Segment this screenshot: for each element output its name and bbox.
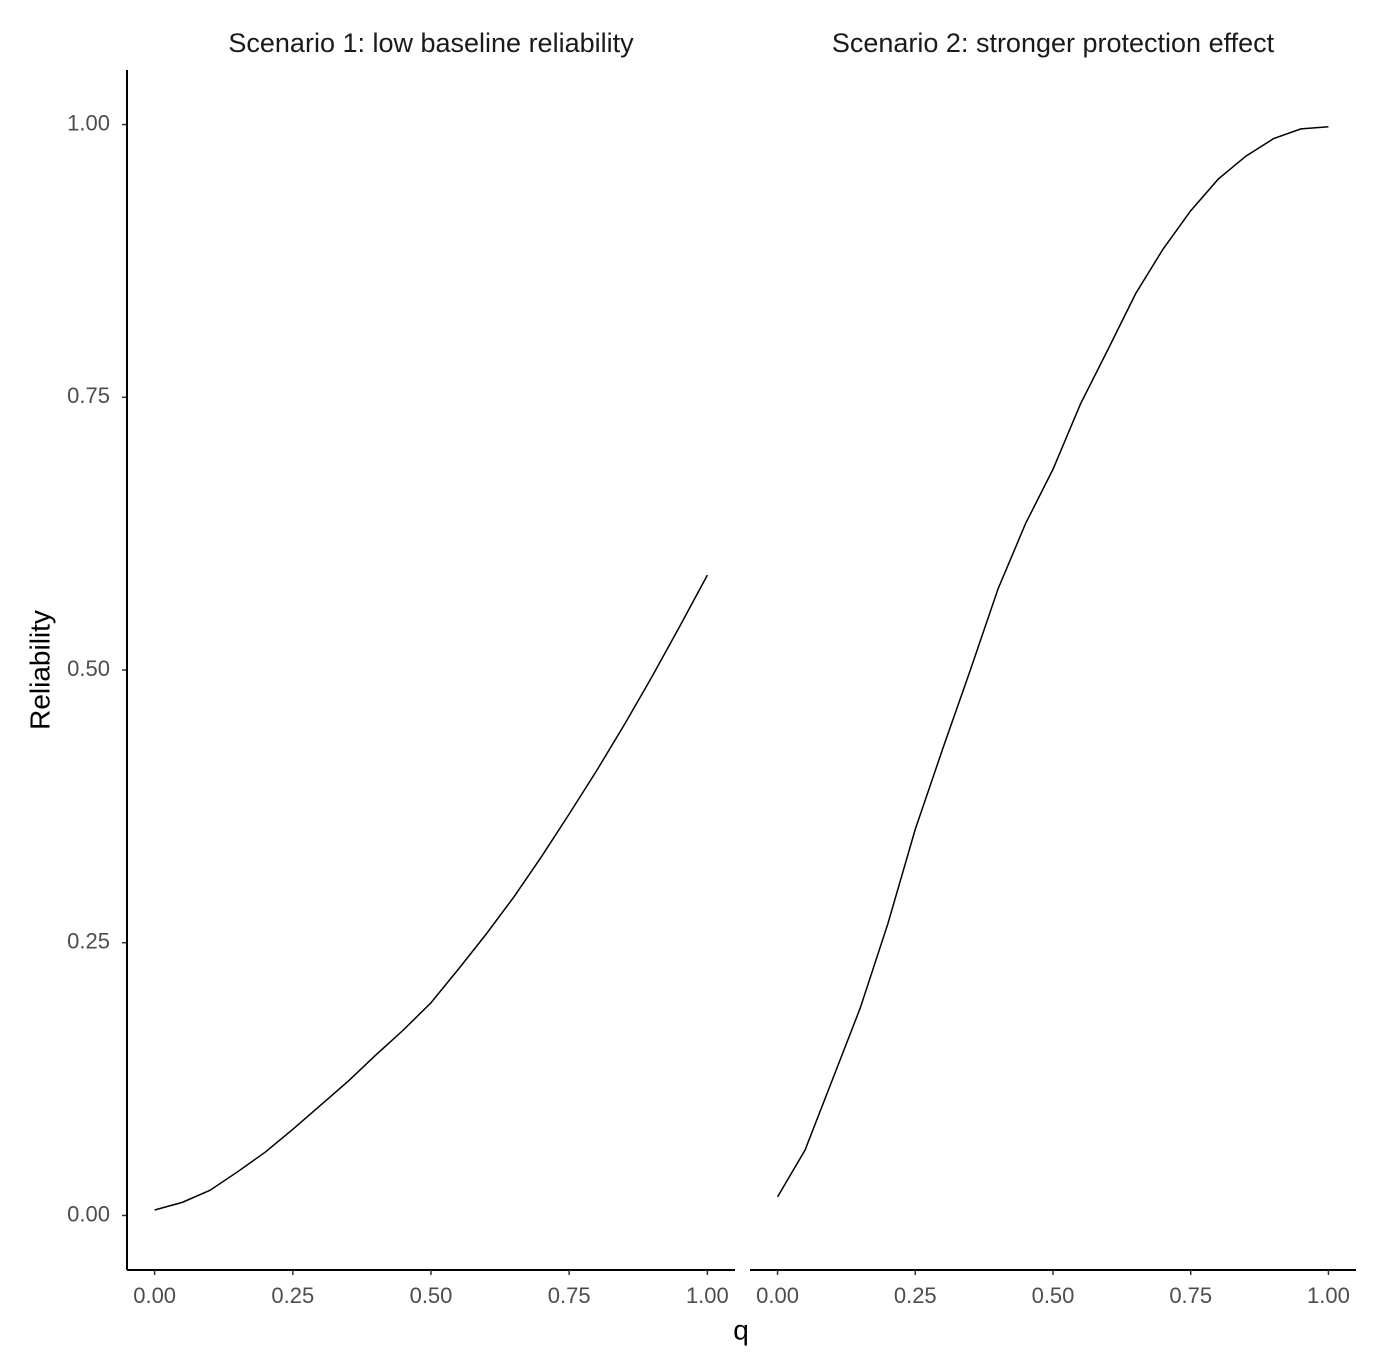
line <box>776 125 1329 1198</box>
y-tick-label: 0.25 <box>67 929 110 954</box>
x-tick-label: 0.00 <box>756 1283 799 1308</box>
y-tick-label: 0.75 <box>67 383 110 408</box>
x-tick-label: 1.00 <box>686 1283 729 1308</box>
x-tick-label: 0.50 <box>410 1283 453 1308</box>
x-axis-label: q <box>733 1314 749 1345</box>
x-tick-label: 0.00 <box>133 1283 176 1308</box>
x-tick-label: 0.25 <box>894 1283 937 1308</box>
x-tick-label: 0.75 <box>1169 1283 1212 1308</box>
x-tick-label: 0.50 <box>1032 1283 1075 1308</box>
panel-title: Scenario 1: low baseline reliability <box>228 28 634 58</box>
x-tick-label: 0.25 <box>271 1283 314 1308</box>
y-axis-label: Reliability <box>24 610 55 730</box>
line <box>154 574 709 1211</box>
x-tick-label: 0.75 <box>548 1283 591 1308</box>
x-tick-label: 1.00 <box>1307 1283 1350 1308</box>
y-tick-label: 0.00 <box>67 1201 110 1226</box>
panel-title: Scenario 2: stronger protection effect <box>832 28 1275 58</box>
y-tick-label: 0.50 <box>67 656 110 681</box>
y-tick-label: 1.00 <box>67 110 110 135</box>
